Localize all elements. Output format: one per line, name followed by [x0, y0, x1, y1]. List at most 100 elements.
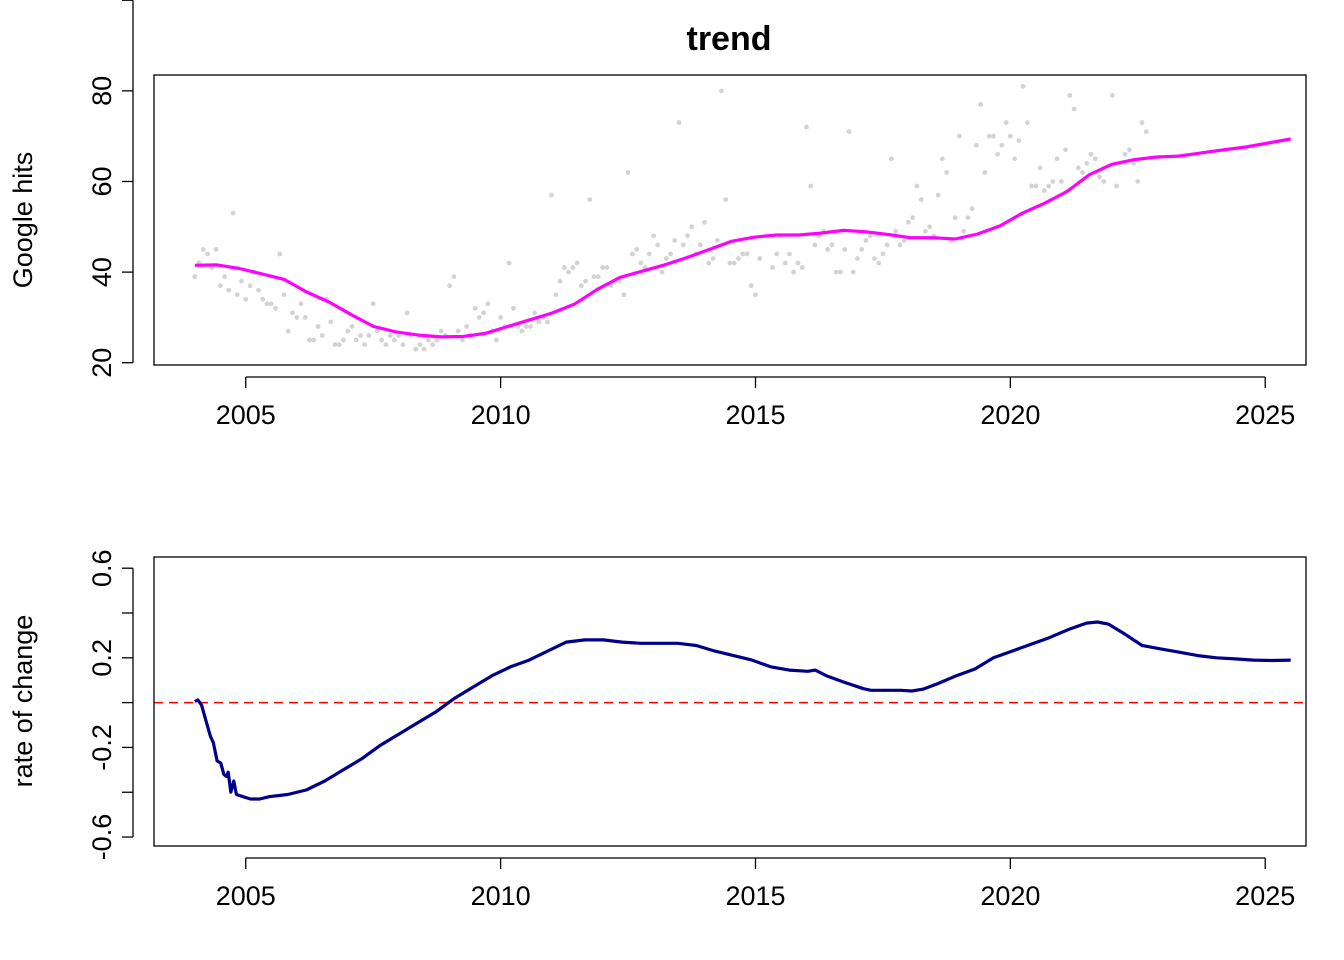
data-point	[273, 305, 278, 311]
data-point	[995, 151, 1001, 157]
data-point	[1029, 183, 1034, 189]
data-point	[230, 210, 236, 216]
y-axis-bottom: -0.6 -0.2 0.2 0.6	[87, 549, 134, 861]
data-point	[952, 215, 958, 221]
data-point	[268, 301, 274, 307]
data-point	[646, 251, 652, 257]
data-point	[1058, 179, 1064, 184]
data-point	[804, 124, 809, 130]
data-point	[689, 224, 695, 230]
rate-panel: 2005 2010 2015 2020 2025 -0.6 -0.2 0.2 0.6 rate…	[8, 549, 1307, 911]
data-point	[1067, 92, 1073, 98]
data-point	[710, 256, 716, 261]
data-point	[884, 242, 890, 248]
data-point	[731, 260, 737, 266]
data-point	[375, 328, 380, 334]
data-point	[234, 292, 240, 298]
data-point	[846, 129, 852, 135]
data-point	[753, 292, 758, 298]
data-point	[277, 251, 283, 257]
data-point	[434, 337, 440, 343]
data-point	[1109, 92, 1115, 98]
data-point	[523, 324, 529, 329]
data-point	[362, 342, 368, 348]
data-point	[1143, 129, 1149, 135]
data-point	[549, 192, 554, 198]
data-point	[417, 342, 423, 348]
data-point	[205, 251, 210, 257]
data-point	[723, 197, 729, 203]
data-point	[889, 156, 894, 162]
data-point	[651, 233, 656, 239]
data-point	[430, 342, 436, 348]
data-point	[472, 305, 478, 311]
data-point	[481, 310, 487, 316]
bottom-y-tick-label: -0.2	[87, 724, 117, 771]
data-point	[714, 237, 720, 243]
data-point	[536, 319, 542, 325]
observed-points	[192, 83, 1149, 352]
y-axis-top: 20 40 60 80	[87, 0, 134, 378]
data-point	[421, 346, 427, 352]
top-x-tick-label: 2005	[216, 400, 276, 430]
data-point	[939, 156, 945, 162]
data-point	[825, 247, 831, 252]
data-point	[332, 342, 338, 348]
data-point	[1050, 179, 1056, 184]
data-point	[944, 170, 950, 175]
y-axis-label-top: Google hits	[8, 152, 38, 289]
data-point	[702, 219, 707, 225]
data-point	[532, 310, 538, 316]
data-point	[192, 274, 198, 280]
trend-line	[194, 137, 1291, 339]
data-point	[256, 287, 261, 293]
data-point	[447, 283, 453, 289]
data-point	[366, 333, 372, 338]
data-point	[629, 251, 635, 257]
data-point	[918, 197, 924, 203]
top-y-tick-label: 60	[87, 166, 117, 196]
data-point	[990, 133, 996, 139]
data-point	[595, 274, 601, 280]
data-point	[927, 224, 933, 230]
data-point	[485, 301, 491, 307]
data-point	[392, 337, 397, 343]
data-point	[1131, 160, 1136, 166]
data-point	[353, 337, 359, 343]
data-point	[1071, 106, 1077, 112]
data-point	[1097, 174, 1102, 180]
data-point	[464, 324, 470, 329]
data-point	[855, 256, 860, 261]
bottom-y-tick-label: -0.6	[87, 814, 117, 861]
data-point	[727, 260, 733, 266]
top-x-tick-label: 2025	[1235, 400, 1295, 430]
data-point	[566, 269, 571, 275]
data-point	[791, 269, 797, 275]
data-point	[455, 328, 461, 334]
data-point	[349, 324, 355, 329]
data-point	[1126, 147, 1132, 153]
data-point	[719, 88, 724, 94]
data-point	[935, 192, 941, 198]
data-point	[1063, 147, 1068, 153]
data-point	[986, 133, 992, 139]
top-x-tick-label: 2010	[471, 400, 531, 430]
bottom-y-tick-label: 0.6	[87, 549, 117, 587]
data-point	[600, 265, 605, 270]
data-point	[1122, 151, 1128, 157]
data-point	[1139, 120, 1145, 125]
data-point	[795, 260, 801, 266]
data-point	[893, 228, 899, 234]
data-point	[872, 256, 877, 261]
data-point	[290, 310, 295, 316]
top-y-tick-label: 20	[87, 348, 117, 378]
data-point	[561, 265, 567, 270]
data-point	[404, 310, 410, 316]
top-y-tick-label: 80	[87, 76, 117, 106]
data-point	[307, 337, 312, 343]
data-point	[396, 333, 402, 338]
data-point	[999, 142, 1005, 148]
data-point	[358, 333, 363, 338]
data-point	[706, 260, 712, 266]
data-point	[570, 265, 576, 270]
